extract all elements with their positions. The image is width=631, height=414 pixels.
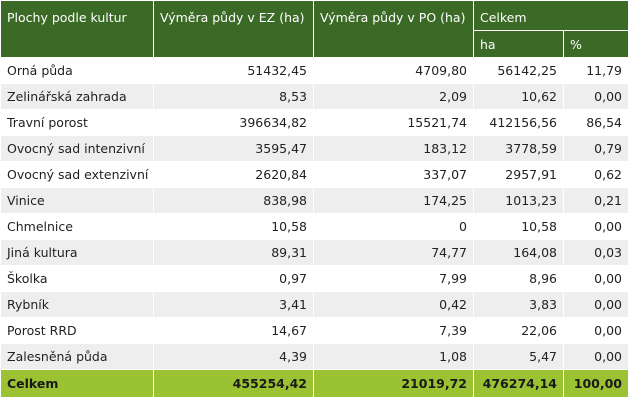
table-row: Chmelnice 10,58 0 10,58 0,00	[0, 213, 629, 240]
cell-total-pct: 0,79	[563, 135, 629, 162]
total-ha: 476274,14	[473, 369, 564, 398]
cell-total-ha: 3778,59	[473, 135, 564, 162]
cell-area-po: 7,99	[313, 265, 474, 292]
table-row: Ovocný sad extenzivní 2620,84 337,07 2957,9…	[0, 161, 629, 188]
cell-total-pct: 0,00	[563, 291, 629, 318]
cell-land-type: Porost RRD	[0, 317, 154, 344]
cell-area-ez: 3595,47	[153, 135, 314, 162]
cell-land-type: Jiná kultura	[0, 239, 154, 266]
cell-total-ha: 5,47	[473, 343, 564, 370]
cell-land-type: Ovocný sad intenzivní	[0, 135, 154, 162]
cell-total-pct: 0,21	[563, 187, 629, 214]
cell-total-ha: 56142,25	[473, 57, 564, 84]
table-body: Orná půda 51432,45 4709,80 56142,25 11,79 Zel…	[0, 57, 629, 370]
header-total: Celkem	[473, 0, 629, 31]
table-row: Travní porost 396634,82 15521,74 412156,56 8…	[0, 109, 629, 136]
table-row: Jiná kultura 89,31 74,77 164,08 0,03	[0, 239, 629, 266]
cell-land-type: Rybník	[0, 291, 154, 318]
total-po: 21019,72	[313, 369, 474, 398]
cell-land-type: Travní porost	[0, 109, 154, 136]
cell-total-pct: 0,00	[563, 265, 629, 292]
cell-area-ez: 4,39	[153, 343, 314, 370]
total-ez: 455254,42	[153, 369, 314, 398]
cell-area-ez: 396634,82	[153, 109, 314, 136]
cell-area-po: 0	[313, 213, 474, 240]
cell-total-pct: 0,00	[563, 343, 629, 370]
cell-area-po: 74,77	[313, 239, 474, 266]
cell-area-ez: 838,98	[153, 187, 314, 214]
cell-area-po: 15521,74	[313, 109, 474, 136]
cell-land-type: Vinice	[0, 187, 154, 214]
cell-total-ha: 10,62	[473, 83, 564, 110]
cell-land-type: Chmelnice	[0, 213, 154, 240]
cell-total-ha: 164,08	[473, 239, 564, 266]
header-area-po: Výměra půdy v PO (ha)	[313, 0, 474, 58]
cell-total-ha: 1013,23	[473, 187, 564, 214]
cell-area-po: 4709,80	[313, 57, 474, 84]
cell-total-ha: 10,58	[473, 213, 564, 240]
cell-area-ez: 14,67	[153, 317, 314, 344]
table-row: Ovocný sad intenzivní 3595,47 183,12 3778,5…	[0, 135, 629, 162]
cell-total-ha: 412156,56	[473, 109, 564, 136]
cell-area-ez: 0,97	[153, 265, 314, 292]
table-row: Rybník 3,41 0,42 3,83 0,00	[0, 291, 629, 318]
cell-area-po: 183,12	[313, 135, 474, 162]
cell-total-pct: 0,00	[563, 317, 629, 344]
cell-total-pct: 0,00	[563, 83, 629, 110]
cell-area-ez: 10,58	[153, 213, 314, 240]
table-row: Orná půda 51432,45 4709,80 56142,25 11,79	[0, 57, 629, 84]
cell-total-pct: 0,62	[563, 161, 629, 188]
total-pct: 100,00	[563, 369, 629, 398]
cell-area-po: 7,39	[313, 317, 474, 344]
cell-area-ez: 51432,45	[153, 57, 314, 84]
header-sub-pct: %	[563, 30, 629, 58]
total-row: Celkem 455254,42 21019,72 476274,14 100,…	[0, 369, 629, 398]
cell-total-pct: 0,03	[563, 239, 629, 266]
cell-land-type: Zelinářská zahrada	[0, 83, 154, 110]
cell-land-type: Zalesněná půda	[0, 343, 154, 370]
cell-area-po: 0,42	[313, 291, 474, 318]
table-row: Školka 0,97 7,99 8,96 0,00	[0, 265, 629, 292]
cell-total-ha: 2957,91	[473, 161, 564, 188]
table-footer: Celkem 455254,42 21019,72 476274,14 100,…	[0, 369, 629, 398]
cell-total-ha: 3,83	[473, 291, 564, 318]
table-row: Vinice 838,98 174,25 1013,23 0,21	[0, 187, 629, 214]
total-label: Celkem	[0, 369, 154, 398]
cell-land-type: Ovocný sad extenzivní	[0, 161, 154, 188]
header-area-ez: Výměra půdy v EZ (ha)	[153, 0, 314, 58]
cell-area-ez: 2620,84	[153, 161, 314, 188]
cell-area-po: 2,09	[313, 83, 474, 110]
table-row: Porost RRD 14,67 7,39 22,06 0,00	[0, 317, 629, 344]
cell-area-ez: 3,41	[153, 291, 314, 318]
cell-total-pct: 0,00	[563, 213, 629, 240]
cell-area-ez: 8,53	[153, 83, 314, 110]
cell-area-po: 337,07	[313, 161, 474, 188]
cell-total-ha: 8,96	[473, 265, 564, 292]
cell-land-type: Orná půda	[0, 57, 154, 84]
cell-total-pct: 11,79	[563, 57, 629, 84]
header-sub-ha: ha	[473, 30, 564, 58]
table-header: Plochy podle kultur Výměra půdy v EZ (ha…	[0, 0, 629, 58]
table-row: Zelinářská zahrada 8,53 2,09 10,62 0,00	[0, 83, 629, 110]
land-use-table: Plochy podle kultur Výměra půdy v EZ (ha…	[0, 0, 629, 398]
cell-area-po: 1,08	[313, 343, 474, 370]
cell-land-type: Školka	[0, 265, 154, 292]
cell-area-ez: 89,31	[153, 239, 314, 266]
cell-area-po: 174,25	[313, 187, 474, 214]
cell-total-pct: 86,54	[563, 109, 629, 136]
cell-total-ha: 22,06	[473, 317, 564, 344]
header-land-type: Plochy podle kultur	[0, 0, 154, 58]
table-row: Zalesněná půda 4,39 1,08 5,47 0,00	[0, 343, 629, 370]
